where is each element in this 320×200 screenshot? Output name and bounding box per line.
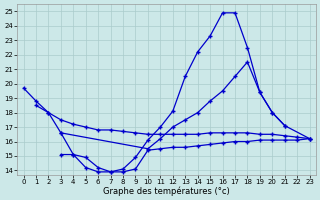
X-axis label: Graphe des températures (°c): Graphe des températures (°c) [103, 186, 230, 196]
